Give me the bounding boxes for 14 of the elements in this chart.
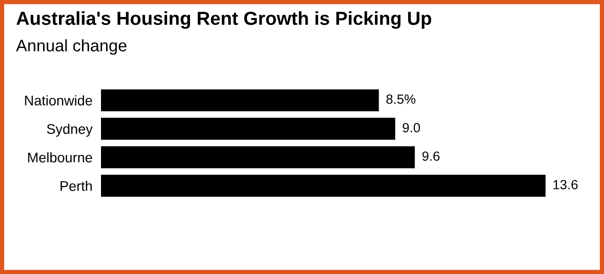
- data-label: 9.0: [402, 122, 420, 132]
- bar: [101, 146, 415, 168]
- y-tick-label: Melbourne: [28, 152, 92, 162]
- data-label: 9.6: [422, 151, 440, 161]
- bar: [101, 89, 379, 112]
- bar: [101, 118, 396, 140]
- y-tick-label: Nationwide: [25, 95, 92, 106]
- y-tick-label: Sydney: [46, 124, 93, 137]
- data-label: 8.5%: [386, 94, 416, 104]
- bar: [101, 174, 546, 197]
- data-label: 13.6: [553, 180, 578, 190]
- y-tick-label: Perth: [60, 180, 92, 191]
- chart-title: Australia's Housing Rent Growth is Picking Up: [16, 11, 432, 29]
- chart-subtitle: Annual change: [16, 39, 126, 55]
